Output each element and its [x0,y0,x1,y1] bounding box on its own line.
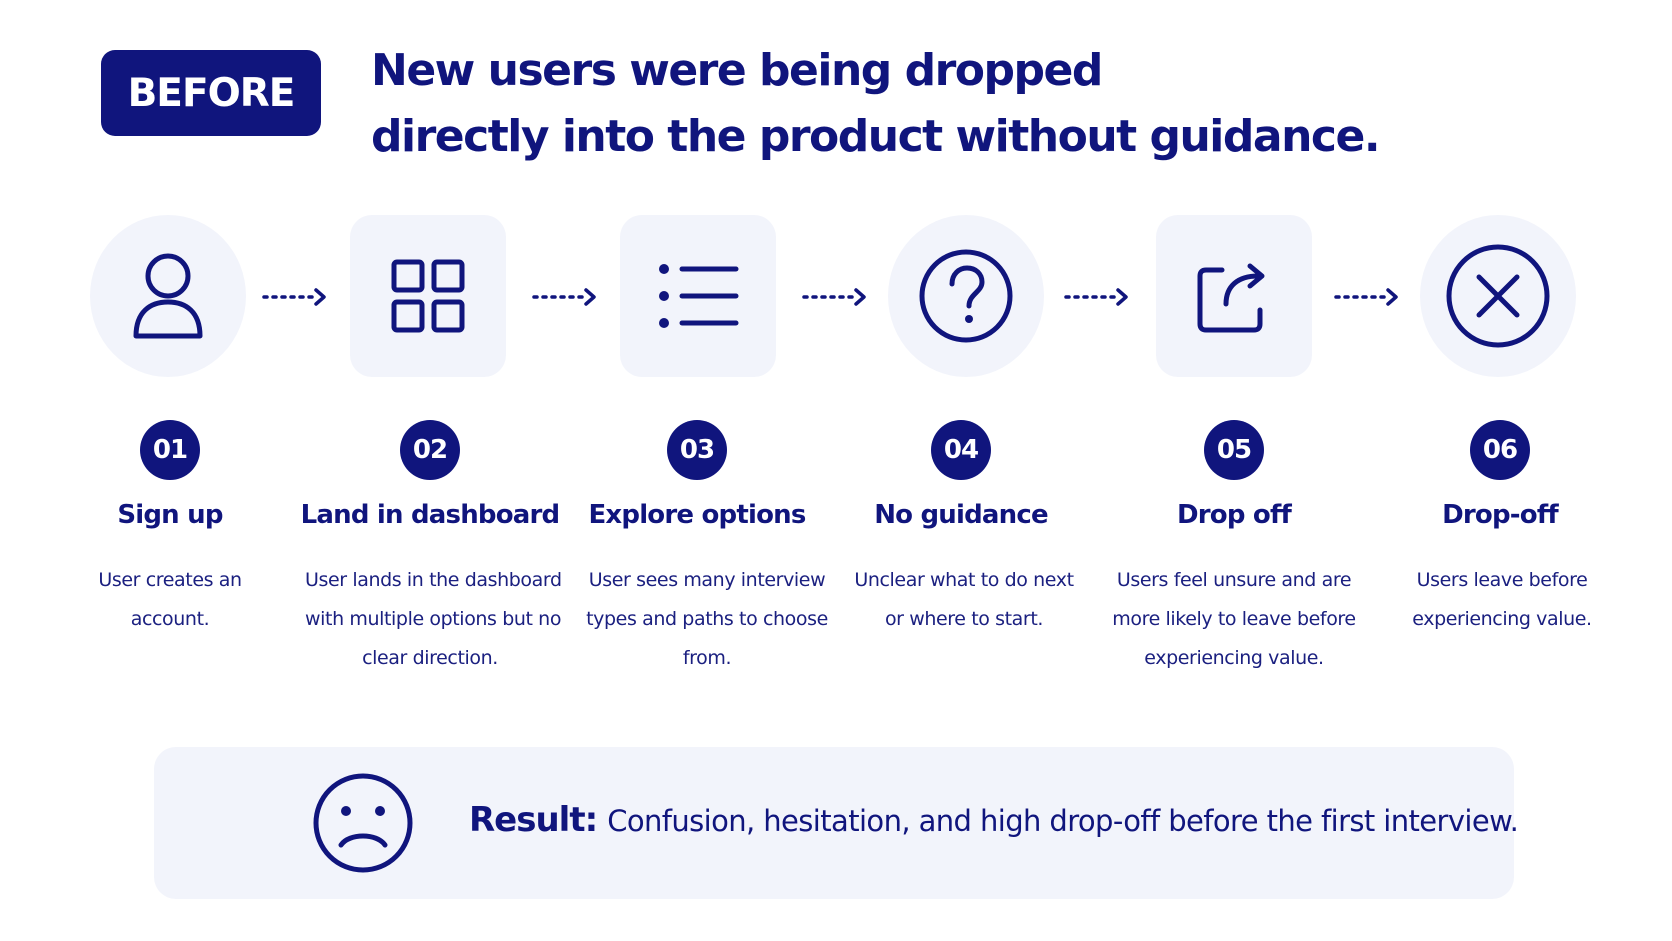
step-5-description-line: more likely to leave before [1112,608,1356,630]
step-5-icon-tile [1156,215,1312,377]
step-1-title: Sign up [117,500,223,530]
flow-arrow-2 [532,288,596,306]
flow-arrow-5 [1334,288,1398,306]
step-2-description-line: User lands in the dashboard [305,569,562,591]
result-text: Result: Confusion, hesitation, and high d… [469,800,1519,840]
step-3-description-line: types and paths to choose [586,608,828,630]
step-2-icon-tile [350,215,506,377]
step-5-description-line: experiencing value. [1144,647,1324,669]
x-circle-icon [1446,244,1550,348]
list-icon [659,264,739,328]
step-4-icon-tile [888,215,1044,377]
step-6-description-line: Users leave before [1416,569,1588,591]
step-3-number: 03 [667,420,727,480]
step-1-description-line: User creates an [98,569,242,591]
before-badge: BEFORE [101,50,321,136]
result-summary: Confusion, hesitation, and high drop-off… [607,804,1519,838]
step-3-description-line: from. [682,647,732,669]
step-1-description: User creates an account. [45,561,295,639]
step-6-description: Users leave before experiencing value. [1377,561,1627,639]
step-3-description-line: User sees many interview [588,569,826,591]
exit-icon [1197,263,1265,333]
step-1-description-line: account. [130,608,210,630]
flow-arrow-3 [802,288,866,306]
step-4-description: Unclear what to do next or where to star… [839,561,1089,639]
step-5-description: Users feel unsure and are more likely to… [1109,561,1359,678]
step-5-description-line: Users feel unsure and are [1116,569,1352,591]
step-5-title: Drop off [1176,500,1292,530]
result-label: Result: [469,800,598,840]
step-4-title: No guidance [874,500,1048,530]
headline-line-1: New users were being dropped [371,45,1103,96]
step-4-description-line: Unclear what to do next [854,569,1074,591]
step-2-number: 02 [400,420,460,480]
step-4-description-line: or where to start. [884,608,1044,630]
user-icon [133,253,203,339]
step-3-description: User sees many interview types and paths… [582,561,832,678]
flow-arrow-4 [1064,288,1128,306]
step-3-title: Explore options [588,500,806,530]
step-6-number: 06 [1470,420,1530,480]
sad-face-icon [313,773,413,873]
step-6-description-line: experiencing value. [1412,608,1592,630]
step-6-icon-tile [1420,215,1576,377]
headline: New users were being dropped directly in… [371,38,1521,170]
step-2-description-line: with multiple options but no [305,608,562,630]
headline-line-2: directly into the product without guidan… [371,111,1381,162]
step-2-description: User lands in the dashboard with multipl… [305,561,562,678]
grid-icon [391,259,465,333]
result-panel: Result: Confusion, hesitation, and high d… [154,747,1519,899]
step-2-title: Land in dashboard [300,500,561,530]
step-1-icon-tile [90,215,246,377]
step-3-icon-tile [620,215,776,377]
flow-arrow-1 [262,288,326,306]
step-5-number: 05 [1204,420,1264,480]
question-icon [919,249,1013,343]
step-4-number: 04 [931,420,991,480]
before-badge-label: BEFORE [127,70,296,116]
step-6-title: Drop-off [1442,500,1559,530]
step-2-description-line: clear direction. [362,647,498,669]
step-1-number: 01 [140,420,200,480]
